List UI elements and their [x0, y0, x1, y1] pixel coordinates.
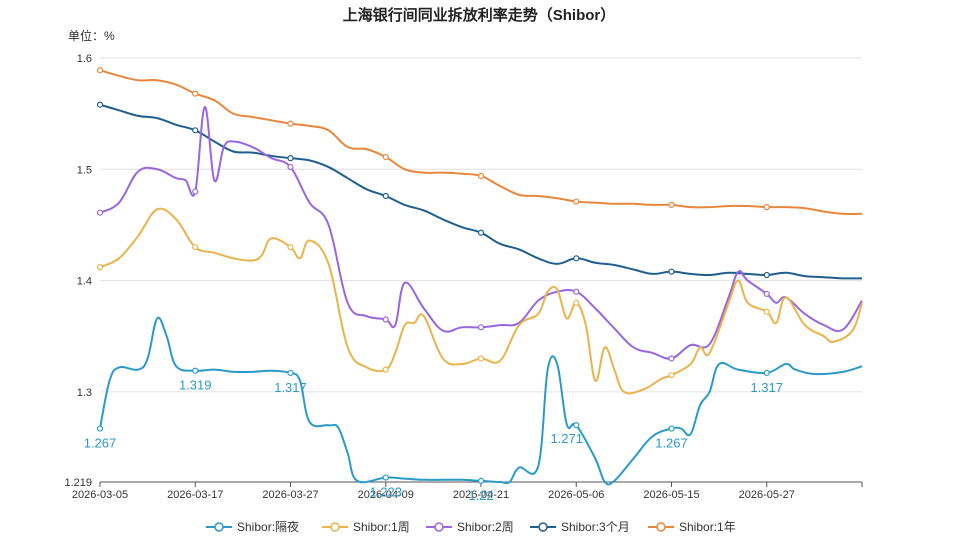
data-point-2 — [668, 355, 675, 362]
legend-label: Shibor:2周 — [457, 520, 514, 534]
y-tick-label: 1.4 — [77, 276, 92, 288]
data-point-0 — [382, 474, 389, 481]
data-point-0 — [287, 369, 294, 377]
legend-item-3[interactable]: Shibor:3个月 — [530, 520, 630, 534]
data-point-2 — [477, 324, 485, 331]
series-line-0 — [99, 316, 863, 486]
data-point-4 — [763, 204, 770, 211]
y-tick-label: 1.219 — [64, 477, 92, 489]
data-label: 1.267 — [84, 436, 117, 451]
series-lines — [96, 67, 863, 486]
data-point-4 — [96, 67, 104, 74]
legend-marker-icon — [330, 522, 340, 532]
data-label: 1.319 — [179, 378, 212, 393]
grid-lines — [100, 57, 862, 483]
data-point-2 — [192, 188, 199, 195]
data-point-3 — [477, 229, 485, 236]
data-label: 1.271 — [550, 431, 583, 446]
x-tick-label: 2026-05-27 — [739, 489, 795, 501]
data-point-3 — [287, 155, 294, 162]
data-label: 1.267 — [655, 436, 688, 451]
legend-label: Shibor:1周 — [353, 520, 410, 534]
y-tick-label: 1.6 — [77, 53, 92, 65]
data-point-2 — [96, 209, 104, 216]
y-tick-label: 1.5 — [77, 164, 92, 176]
data-point-1 — [477, 355, 485, 362]
data-point-2 — [573, 288, 580, 295]
data-point-0 — [573, 422, 580, 429]
data-point-0 — [477, 477, 485, 484]
data-point-1 — [382, 366, 389, 373]
x-tick-label: 2026-03-05 — [72, 489, 128, 501]
data-point-2 — [382, 316, 389, 323]
data-point-3 — [96, 101, 104, 108]
data-labels: 1.267 1.319 1.317 1.223 1.22 1.271 1.267 1.317 — [84, 378, 783, 503]
data-point-0 — [668, 425, 675, 432]
x-tick-label: 2026-05-06 — [548, 489, 604, 501]
data-point-4 — [477, 172, 485, 180]
data-point-2 — [763, 290, 770, 298]
data-label: 1.317 — [750, 380, 783, 395]
data-point-1 — [287, 244, 294, 251]
data-point-3 — [763, 271, 770, 279]
legend-marker-icon — [214, 522, 224, 532]
data-point-3 — [192, 127, 199, 134]
y-axis: 1.219 1.3 1.4 1.5 1.6 — [64, 53, 92, 489]
legend-label: Shibor:隔夜 — [237, 519, 299, 534]
legend[interactable]: Shibor:隔夜 Shibor:1周 Shibor:2周 Shibor:3个月 Shi… — [206, 519, 736, 534]
chart-title: 上海银行间同业拆放利率走势（Shibor） — [343, 6, 616, 24]
data-point-1 — [763, 308, 770, 315]
data-point-4 — [382, 153, 389, 161]
data-point-1 — [96, 264, 104, 271]
y-tick-label: 1.3 — [77, 387, 92, 399]
x-tick-label: 2026-05-15 — [643, 489, 699, 501]
x-tick-label: 2026-04-21 — [453, 489, 509, 501]
legend-item-2[interactable]: Shibor:2周 — [426, 520, 514, 534]
data-point-0 — [96, 425, 104, 432]
data-point-4 — [573, 198, 580, 205]
legend-label: Shibor:3个月 — [561, 520, 630, 534]
data-point-4 — [192, 90, 199, 97]
legend-marker-icon — [538, 522, 548, 532]
data-point-3 — [668, 268, 675, 275]
x-axis: 2026-03-05 2026-03-17 2026-03-27 2026-04-09… — [72, 481, 863, 501]
series-line-2 — [99, 105, 863, 360]
x-tick-label: 2026-03-27 — [262, 489, 318, 501]
data-point-4 — [668, 201, 675, 208]
legend-item-0[interactable]: Shibor:隔夜 — [206, 519, 299, 534]
series-line-1 — [99, 207, 863, 395]
data-point-0 — [192, 367, 199, 374]
data-label: 1.317 — [274, 380, 307, 395]
data-point-1 — [668, 372, 675, 379]
data-label: 1.22 — [468, 488, 493, 503]
data-label: 1.223 — [369, 485, 402, 500]
data-point-0 — [763, 369, 770, 377]
legend-item-1[interactable]: Shibor:1周 — [322, 520, 410, 534]
data-point-1 — [573, 299, 580, 306]
data-point-3 — [382, 192, 389, 200]
data-point-4 — [287, 120, 294, 127]
legend-marker-icon — [656, 522, 666, 532]
data-point-1 — [192, 244, 199, 251]
x-tick-label: 2026-03-17 — [167, 489, 223, 501]
data-point-2 — [287, 163, 294, 171]
legend-marker-icon — [434, 522, 444, 532]
legend-item-4[interactable]: Shibor:1年 — [648, 520, 736, 534]
data-point-3 — [573, 255, 580, 262]
legend-label: Shibor:1年 — [679, 520, 736, 534]
x-tick-label: 2026-04-09 — [358, 489, 414, 501]
y-axis-unit: 单位：% — [68, 28, 115, 43]
